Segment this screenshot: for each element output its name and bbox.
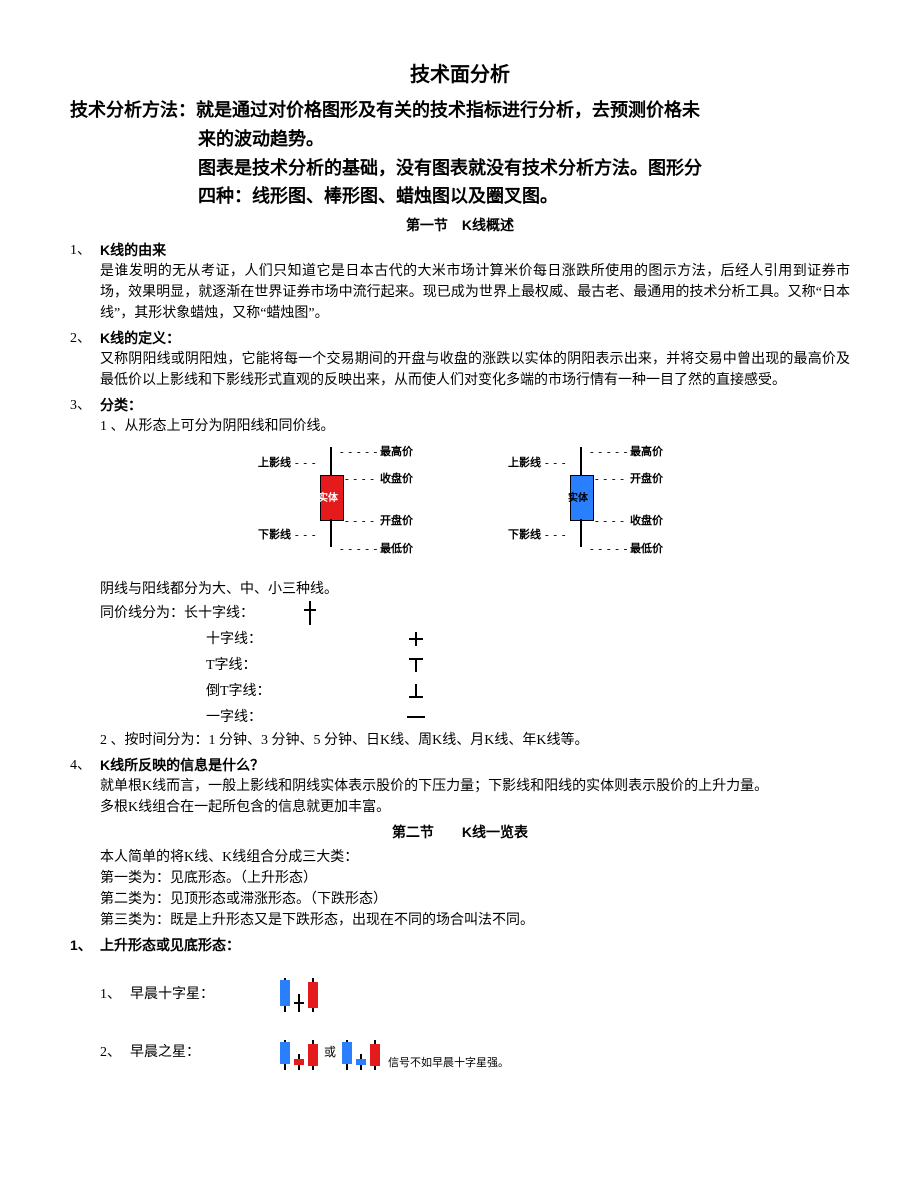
dash-line-icon bbox=[407, 716, 425, 718]
pattern-2-or: 或 bbox=[324, 1043, 336, 1061]
p2b-c1-icon bbox=[342, 1040, 352, 1070]
section1-title: 第一节 K线概述 bbox=[70, 215, 850, 236]
cross-invt-label: 倒T字线： bbox=[100, 681, 396, 702]
yang-highest: 最高价 bbox=[380, 444, 413, 461]
cross-long-label: 同价线分为：长十字线： bbox=[100, 603, 290, 624]
pattern-1-candles bbox=[280, 976, 318, 1012]
section2-title: 第二节 K线一览表 bbox=[70, 822, 850, 843]
sec2-intro: 本人简单的将K线、K线组合分成三大类： bbox=[100, 847, 850, 868]
yin-lower-shadow: 下影线 bbox=[508, 527, 541, 544]
intro-line1: 技术分析方法：就是通过对价格图形及有关的技术指标进行分析，去预测价格未 bbox=[70, 96, 850, 125]
cross-t-label: T字线： bbox=[100, 655, 396, 676]
yang-body-label: 实体 bbox=[318, 491, 338, 506]
long-cross-icon bbox=[304, 601, 316, 625]
p2a-c2-icon bbox=[294, 1054, 304, 1070]
item-4-num: 4、 bbox=[70, 755, 100, 776]
sec2-c1: 第一类为：见底形态。（上升形态） bbox=[100, 868, 850, 889]
sec2-c2: 第二类为：见顶形态或滞涨形态。（下跌形态） bbox=[100, 889, 850, 910]
page-title: 技术面分析 bbox=[70, 60, 850, 90]
item-3-label: 分类： bbox=[100, 395, 142, 416]
yin-open: 开盘价 bbox=[630, 471, 663, 488]
p2a-c3-icon bbox=[308, 1040, 318, 1070]
item-1: 1、 K线的由来 bbox=[70, 240, 850, 261]
item-3-sub2: 2 、按时间分为：1 分钟、3 分钟、5 分钟、日K线、周K线、月K线、年K线等… bbox=[100, 730, 850, 751]
item-1-num: 1、 bbox=[70, 240, 100, 261]
pattern-header-num: 1、 bbox=[70, 935, 100, 956]
yin-upper-shadow: 上影线 bbox=[508, 455, 541, 472]
candle-diagrams: 上影线 - - - 实体 下影线 - - - - - - - - 最高价 - -… bbox=[70, 445, 850, 555]
sec2-c3: 第三类为：既是上升形态又是下跌形态，出现在不同的场合叫法不同。 bbox=[100, 910, 850, 931]
pattern-2-candles-b bbox=[342, 1034, 380, 1070]
pattern-2-note: 信号不如早晨十字星强。 bbox=[388, 1055, 509, 1072]
item-4-label: K线所反映的信息是什么？ bbox=[100, 755, 264, 776]
p1-c2-icon bbox=[294, 994, 304, 1012]
p2b-c3-icon bbox=[370, 1040, 380, 1070]
yang-upper-shadow: 上影线 bbox=[258, 455, 291, 472]
item-1-body: 是谁发明的无从考证，人们只知道它是日本古代的大米市场计算米价每日涨跌所使用的图示… bbox=[100, 261, 850, 324]
item-2-num: 2、 bbox=[70, 328, 100, 349]
yang-open: 开盘价 bbox=[380, 513, 413, 530]
item-3-num: 3、 bbox=[70, 395, 100, 416]
yang-lowest: 最低价 bbox=[380, 541, 413, 558]
yang-lower-shadow: 下影线 bbox=[258, 527, 291, 544]
pattern-1: 1、 早晨十字星： bbox=[100, 974, 850, 1014]
pattern-1-label: 早晨十字星： bbox=[130, 984, 280, 1005]
pattern-header-label: 上升形态或见底形态： bbox=[100, 935, 240, 956]
item-3-sentence: 阴线与阳线都分为大、中、小三种线。 bbox=[100, 579, 850, 600]
pattern-2: 2、 早晨之星： 或 信号不如早晨十字星强。 bbox=[100, 1032, 850, 1072]
pattern-header: 1、 上升形态或见底形态： bbox=[70, 935, 850, 956]
cross-dash-label: 一字线： bbox=[100, 707, 396, 728]
candle-yin: 上影线 - - - 实体 下影线 - - - - - - - - 最高价 - -… bbox=[490, 445, 680, 555]
pattern-2-candles-a bbox=[280, 1034, 318, 1070]
cross-plus-label: 十字线： bbox=[100, 629, 396, 650]
pattern-2-label: 早晨之星： bbox=[130, 1042, 280, 1063]
yang-close: 收盘价 bbox=[380, 471, 413, 488]
item-2: 2、 K线的定义： bbox=[70, 328, 850, 349]
p2a-c1-icon bbox=[280, 1040, 290, 1070]
yin-highest: 最高价 bbox=[630, 444, 663, 461]
item-3: 3、 分类： bbox=[70, 395, 850, 416]
item-2-body: 又称阴阳线或阴阳烛，它能将每一个交易期间的开盘与收盘的涨跌以实体的阴阳表示出来，… bbox=[100, 349, 850, 391]
inv-t-icon bbox=[409, 684, 423, 698]
yin-close: 收盘价 bbox=[630, 513, 663, 530]
item-4: 4、 K线所反映的信息是什么？ bbox=[70, 755, 850, 776]
intro-line2: 来的波动趋势。 bbox=[70, 125, 850, 154]
p1-c1-icon bbox=[280, 978, 290, 1012]
yin-lowest: 最低价 bbox=[630, 541, 663, 558]
intro-block: 技术分析方法：就是通过对价格图形及有关的技术指标进行分析，去预测价格未 来的波动… bbox=[70, 96, 850, 211]
candle-yang: 上影线 - - - 实体 下影线 - - - - - - - - 最高价 - -… bbox=[240, 445, 430, 555]
cross-shapes: 同价线分为：长十字线： 十字线： T字线： 倒T字线： 一字线： bbox=[100, 600, 850, 730]
item-4-body1: 就单根K线而言，一般上影线和阴线实体表示股价的下压力量；下影线和阳线的实体则表示… bbox=[100, 776, 850, 797]
item-4-body2: 多根K线组合在一起所包含的信息就更加丰富。 bbox=[100, 797, 850, 818]
p1-c3-icon bbox=[308, 978, 318, 1012]
p2b-c2-icon bbox=[356, 1054, 366, 1070]
t-shape-icon bbox=[409, 658, 423, 672]
item-1-label: K线的由来 bbox=[100, 240, 166, 261]
intro-line4: 四种：线形图、棒形图、蜡烛图以及圈叉图。 bbox=[70, 182, 850, 211]
pattern-2-num: 2、 bbox=[100, 1042, 130, 1063]
intro-line3: 图表是技术分析的基础，没有图表就没有技术分析方法。图形分 bbox=[70, 154, 850, 183]
item-3-sub1: 1 、从形态上可分为阴阳线和同价线。 bbox=[100, 416, 850, 437]
plus-icon bbox=[409, 632, 423, 646]
yin-body-label: 实体 bbox=[568, 491, 588, 506]
pattern-1-num: 1、 bbox=[100, 984, 130, 1005]
item-2-label: K线的定义： bbox=[100, 328, 180, 349]
